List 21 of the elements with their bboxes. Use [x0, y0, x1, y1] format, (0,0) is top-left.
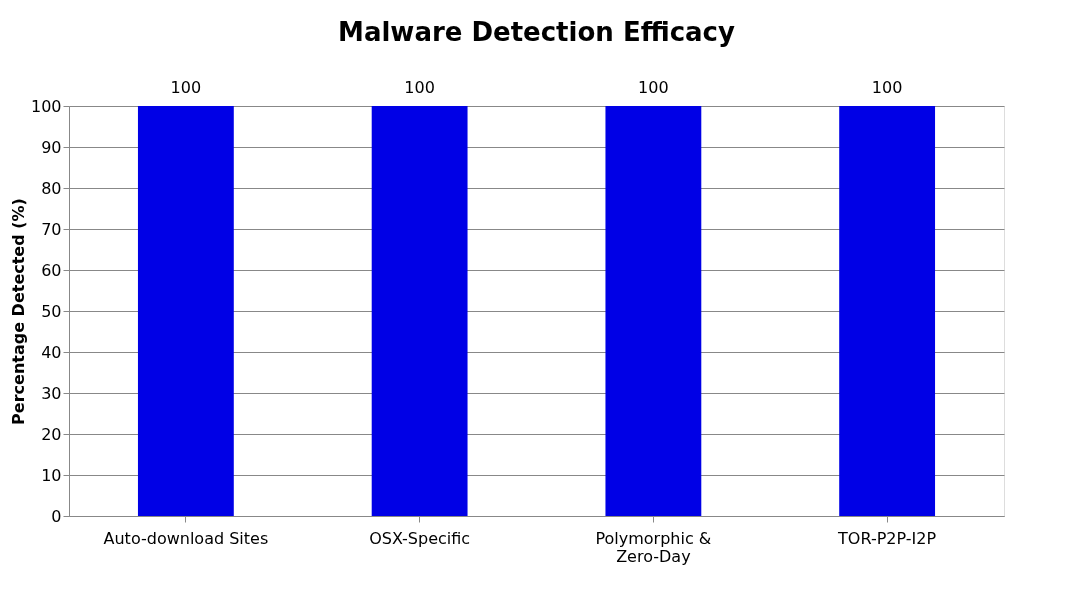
x-tick-label: Auto-download Sites — [103, 528, 269, 548]
x-tick-label: Polymorphic & Zero-Day — [595, 528, 712, 566]
y-tick-label: 0 — [51, 506, 62, 526]
y-tick-label: 80 — [41, 178, 62, 198]
y-tick-label: 60 — [41, 260, 62, 280]
y-tick-label: 30 — [41, 383, 62, 403]
chart-title: Malware Detection Efficacy — [338, 17, 736, 47]
data-label: 100 — [170, 78, 202, 97]
x-tick-label: TOR-P2P-I2P — [837, 528, 937, 548]
data-label: 100 — [638, 78, 669, 97]
y-tick-label: 50 — [41, 301, 62, 321]
data-label: 100 — [404, 78, 435, 97]
x-tick-label: OSX-Specific — [369, 528, 471, 548]
data-label: 100 — [871, 78, 903, 97]
y-tick-label: 10 — [41, 465, 62, 485]
y-tick-label: 100 — [30, 96, 62, 116]
y-tick-label: 90 — [41, 137, 62, 157]
y-tick-label: 40 — [41, 342, 62, 362]
y-tick-label: 70 — [41, 219, 62, 239]
y-axis-title: Percentage Detected (%) — [8, 198, 28, 425]
y-tick-label: 20 — [41, 424, 62, 444]
